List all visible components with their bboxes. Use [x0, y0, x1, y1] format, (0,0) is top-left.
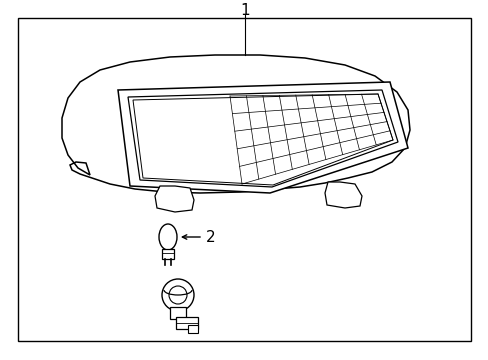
Bar: [170, 307, 185, 319]
Text: 2: 2: [205, 230, 215, 244]
Polygon shape: [128, 90, 397, 187]
FancyBboxPatch shape: [176, 317, 198, 329]
Bar: [18, 18, 470, 341]
Bar: [162, 249, 174, 259]
Polygon shape: [325, 182, 361, 208]
Polygon shape: [118, 82, 407, 193]
Text: 1: 1: [240, 3, 249, 18]
Circle shape: [162, 279, 194, 311]
Polygon shape: [62, 55, 409, 193]
Polygon shape: [133, 94, 392, 185]
Bar: [187, 325, 198, 333]
Ellipse shape: [159, 224, 177, 250]
Polygon shape: [155, 186, 194, 212]
Circle shape: [169, 286, 186, 304]
